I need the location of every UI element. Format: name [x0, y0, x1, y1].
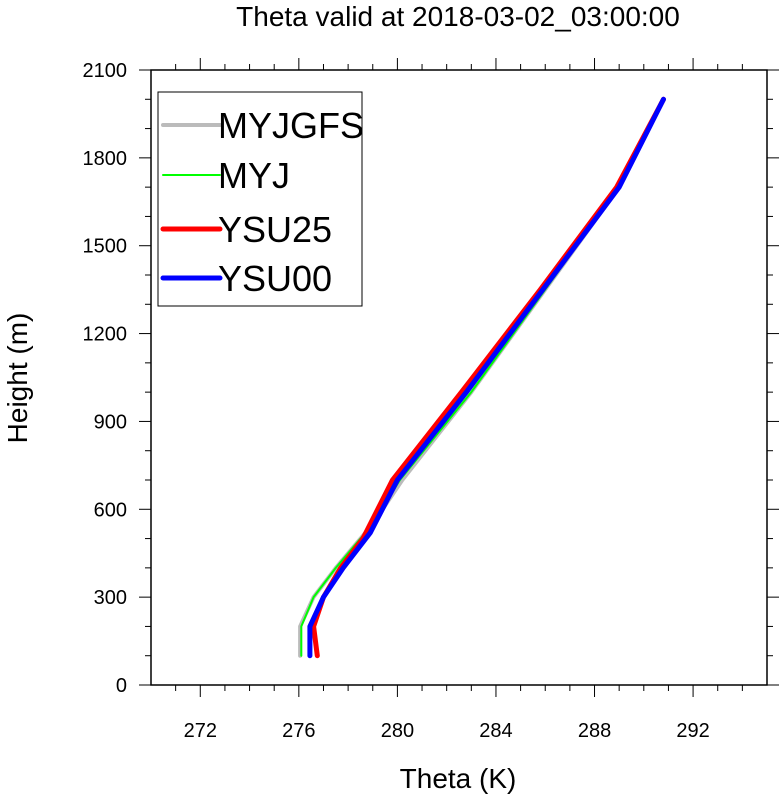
y-axis-label: Height (m): [2, 313, 33, 444]
legend-label: MYJGFS: [218, 105, 364, 146]
x-tick-label: 280: [381, 720, 414, 742]
y-tick-label: 1200: [83, 324, 128, 346]
plot-frame: [150, 69, 768, 686]
axis-ticks: 272 276 280 284 288 292 0 300 600 900 1200 1500 1800…: [83, 58, 779, 742]
x-tick-label: 284: [479, 720, 512, 742]
y-tick-label: 0: [116, 675, 127, 697]
x-tick-label: 288: [578, 720, 611, 742]
y-tick-label: 2100: [83, 60, 128, 82]
x-tick-label: 272: [184, 720, 217, 742]
y-tick-label: 900: [94, 411, 127, 433]
x-tick-label: 292: [676, 720, 709, 742]
series-line-ysu25: [311, 96, 666, 659]
y-tick-label: 1500: [83, 236, 128, 258]
series-line-ysu00: [307, 96, 666, 659]
legend-label: MYJ: [218, 155, 290, 196]
legend-box: [157, 91, 363, 307]
y-tick-label: 1800: [83, 148, 128, 170]
y-tick-label: 300: [94, 587, 127, 609]
x-axis-label: Theta (K): [400, 763, 517, 794]
series-lines: [298, 96, 666, 659]
chart-title: Theta valid at 2018-03-02_03:00:00: [236, 1, 680, 32]
legend-label: YSU25: [218, 209, 332, 250]
legend: MYJGFS MYJ YSU25 YSU00: [157, 91, 364, 307]
x-tick-label: 276: [282, 720, 315, 742]
y-tick-label: 600: [94, 499, 127, 521]
legend-label: YSU00: [218, 258, 332, 299]
